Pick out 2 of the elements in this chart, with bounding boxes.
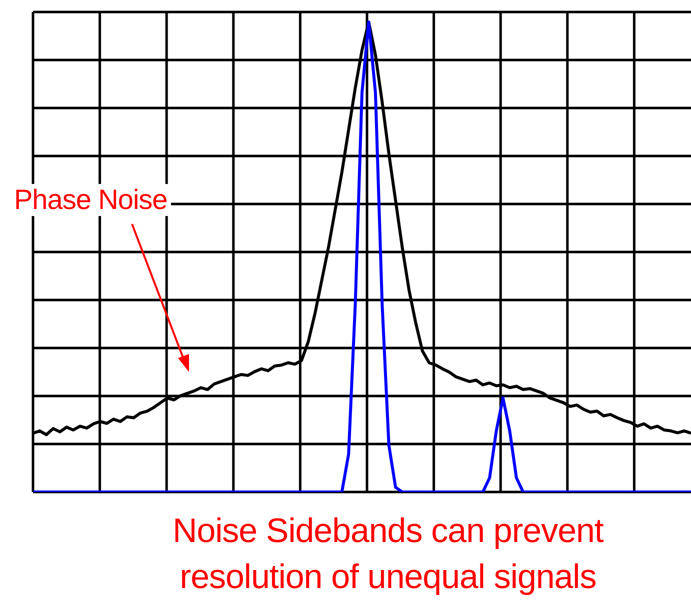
annotation: Phase Noise <box>10 184 172 216</box>
text: Noise Sidebands can prevent resolution of unequal signals <box>172 511 604 598</box>
